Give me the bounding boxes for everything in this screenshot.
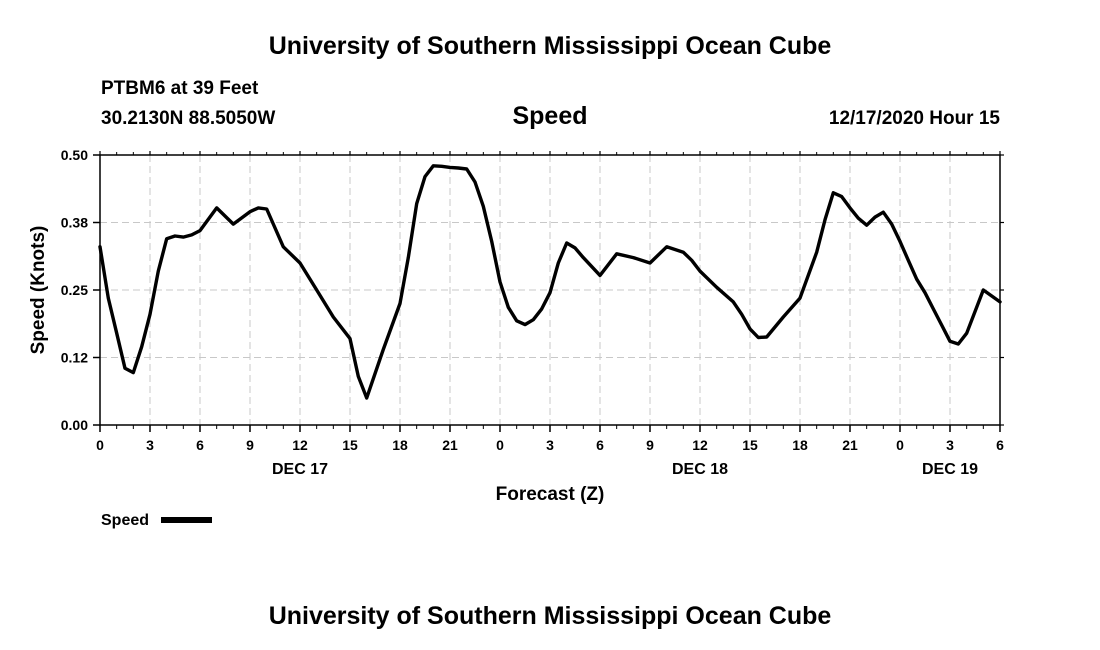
x-tick-label: 9 <box>246 437 254 453</box>
y-tick-label: 0.25 <box>61 282 88 298</box>
x-tick-label: 6 <box>996 437 1004 453</box>
station-label: PTBM6 at 39 Feet <box>101 78 259 99</box>
y-axis-label: Speed (Knots) <box>28 226 49 355</box>
x-tick-label: 0 <box>496 437 504 453</box>
grid-lines <box>100 155 1000 425</box>
x-tick-label: 6 <box>596 437 604 453</box>
x-tick-label: 9 <box>646 437 654 453</box>
chart-title: Speed <box>512 102 587 130</box>
x-tick-label: 0 <box>96 437 104 453</box>
page-title: University of Southern Mississippi Ocean… <box>269 32 832 60</box>
x-tick-label: 12 <box>692 437 708 453</box>
x-tick-label: 3 <box>546 437 554 453</box>
x-tick-label: 0 <box>896 437 904 453</box>
x-tick-label: 12 <box>292 437 308 453</box>
plot-frame <box>99 154 1001 426</box>
x-tick-label: 6 <box>196 437 204 453</box>
tick-labels: 0 3 6 9 12 15 18 21 0 3 6 9 12 15 18 21 0 3 6 0.00 0.12 0.25 0… <box>61 147 1004 478</box>
axis-ticks <box>93 151 1004 432</box>
y-tick-label: 0.12 <box>61 350 88 366</box>
x-axis-label: Forecast (Z) <box>496 484 605 505</box>
x-tick-label: 18 <box>392 437 408 453</box>
x-tick-label: 15 <box>342 437 358 453</box>
x-tick-label: 18 <box>792 437 808 453</box>
x-tick-label: 21 <box>442 437 458 453</box>
y-tick-label: 0.38 <box>61 215 88 231</box>
y-tick-label: 0.00 <box>61 417 88 433</box>
y-tick-label: 0.50 <box>61 147 88 163</box>
footer-title: University of Southern Mississippi Ocean… <box>269 602 832 630</box>
x-tick-label: 3 <box>946 437 954 453</box>
legend: Speed <box>101 512 212 529</box>
run-time-label: 12/17/2020 Hour 15 <box>829 108 1001 129</box>
x-tick-label: 3 <box>146 437 154 453</box>
day-label: DEC 17 <box>272 461 328 478</box>
series-group <box>98 164 1002 400</box>
station-location: 30.2130N 88.5050W <box>101 108 275 129</box>
series-line-speed <box>98 164 1002 400</box>
day-label: DEC 18 <box>672 461 728 478</box>
x-tick-label: 15 <box>742 437 758 453</box>
legend-label: Speed <box>101 512 149 529</box>
day-label: DEC 19 <box>922 461 978 478</box>
x-tick-label: 21 <box>842 437 858 453</box>
